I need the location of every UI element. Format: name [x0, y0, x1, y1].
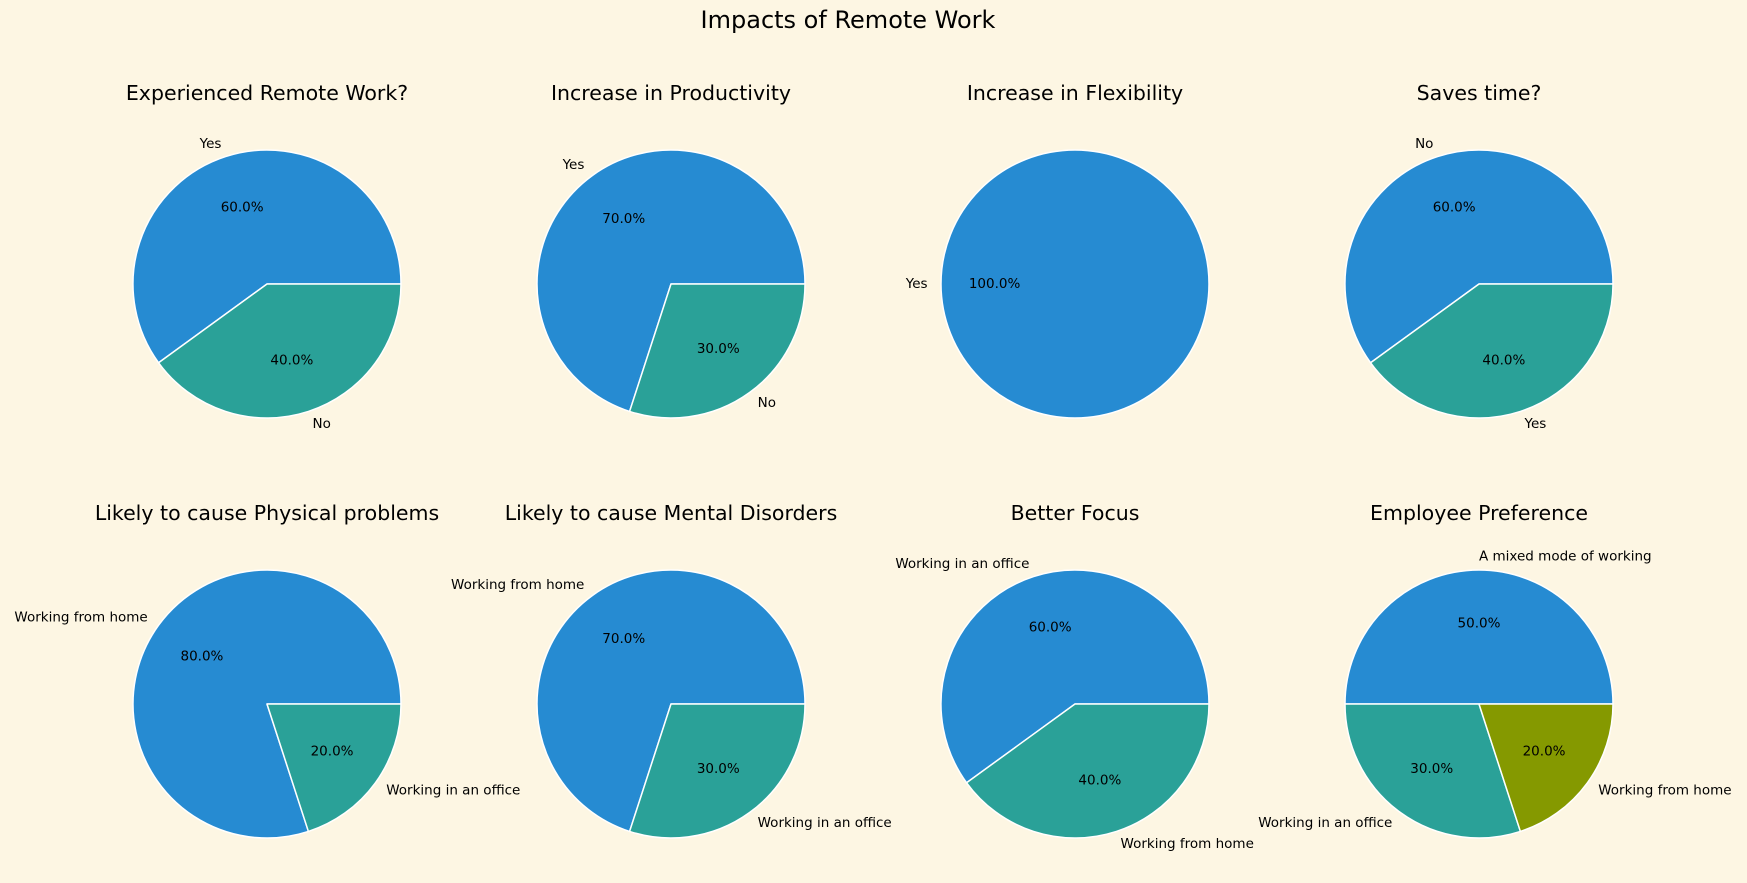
- slice-label: Working in an office: [758, 815, 892, 831]
- pie-panel-increase-in-flexibility: Increase in Flexibility Yes 100.0%: [905, 81, 1210, 419]
- slice-label: Working from home: [14, 609, 147, 625]
- pie-panel-experienced-remote-work: Experienced Remote Work? Yes 60.0% No 40.0%: [126, 81, 408, 432]
- pie-slice-yes: [536, 149, 806, 413]
- slice-label: A mixed mode of working: [1479, 549, 1652, 565]
- slice-percent-label: 50.0%: [1458, 616, 1501, 632]
- slice-label: No: [758, 395, 776, 411]
- slice-percent-label: 60.0%: [221, 200, 264, 216]
- slice-percent-label: 30.0%: [697, 761, 740, 777]
- pie-slice-no: [157, 283, 402, 419]
- pie-slice-working-in-an-office: [1344, 703, 1522, 839]
- slice-percent-label: 40.0%: [1482, 352, 1525, 368]
- slice-label: No: [1415, 136, 1433, 152]
- figure-title: Impacts of Remote Work: [701, 6, 996, 34]
- slice-label: Working in an office: [895, 556, 1029, 572]
- slice-percent-label: 100.0%: [969, 276, 1021, 292]
- slice-percent-label: 40.0%: [1078, 772, 1121, 788]
- pie-title: Increase in Flexibility: [967, 81, 1183, 105]
- pie-panel-employee-preference: Employee Preference A mixed mode of worki…: [1258, 501, 1732, 839]
- slice-label: Yes: [562, 157, 585, 173]
- slice-percent-label: 20.0%: [311, 743, 354, 759]
- pie-panel-likely-to-cause-physical-problems: Likely to cause Physical problems Working…: [14, 501, 520, 839]
- slice-label: Working in an office: [1258, 815, 1392, 831]
- pie-slice-working-in-an-office: [940, 569, 1210, 784]
- pie-slice-working-in-an-office: [628, 703, 806, 839]
- pie-panel-better-focus: Better Focus Working in an office 60.0% Wor…: [895, 501, 1254, 852]
- slice-label: Yes: [1524, 416, 1547, 432]
- pie-title: Increase in Productivity: [551, 81, 791, 105]
- pie-title: Employee Preference: [1370, 501, 1588, 525]
- slice-percent-label: 30.0%: [697, 341, 740, 357]
- slice-label: Working from home: [1598, 783, 1731, 799]
- slice-label: No: [313, 416, 331, 432]
- pie-slice-yes: [1369, 283, 1614, 419]
- slice-label: Working in an office: [386, 783, 520, 799]
- slice-percent-label: 30.0%: [1410, 761, 1453, 777]
- pie-title: Likely to cause Physical problems: [95, 501, 439, 525]
- slice-percent-label: 70.0%: [602, 211, 645, 227]
- pie-slice-a-mixed-mode-of-working: [1344, 569, 1614, 705]
- pie-slice-working-from-home: [965, 703, 1210, 839]
- pie-slice-yes: [132, 149, 402, 364]
- slice-label: Working from home: [451, 577, 584, 593]
- pie-title: Experienced Remote Work?: [126, 81, 408, 105]
- slice-label: Yes: [199, 136, 222, 152]
- pie-title: Likely to cause Mental Disorders: [505, 501, 838, 525]
- pie-slice-no: [628, 283, 806, 419]
- slice-percent-label: 70.0%: [602, 631, 645, 647]
- slice-label: Working from home: [1121, 836, 1254, 852]
- pie-slice-working-from-home: [1478, 703, 1614, 833]
- slice-label: Yes: [905, 276, 928, 292]
- slice-percent-label: 40.0%: [270, 352, 313, 368]
- pie-panel-likely-to-cause-mental-disorders: Likely to cause Mental Disorders Working …: [451, 501, 892, 839]
- pie-panel-saves-time: Saves time? No 60.0% Yes 40.0%: [1344, 81, 1614, 432]
- pie-panel-increase-in-productivity: Increase in Productivity Yes 70.0% No 30.0%: [536, 81, 806, 419]
- pie-slice-working-from-home: [536, 569, 806, 833]
- pie-title: Better Focus: [1011, 501, 1140, 525]
- pie-panels: Experienced Remote Work? Yes 60.0% No 40.0% I…: [14, 81, 1731, 852]
- slice-percent-label: 80.0%: [181, 649, 224, 665]
- pie-title: Saves time?: [1417, 81, 1542, 105]
- slice-percent-label: 20.0%: [1523, 743, 1566, 759]
- slice-percent-label: 60.0%: [1029, 620, 1072, 636]
- pie-slice-no: [1344, 149, 1614, 364]
- slice-percent-label: 60.0%: [1433, 200, 1476, 216]
- pie-slice-working-in-an-office: [266, 703, 402, 833]
- pie-slice-yes: [940, 149, 1210, 419]
